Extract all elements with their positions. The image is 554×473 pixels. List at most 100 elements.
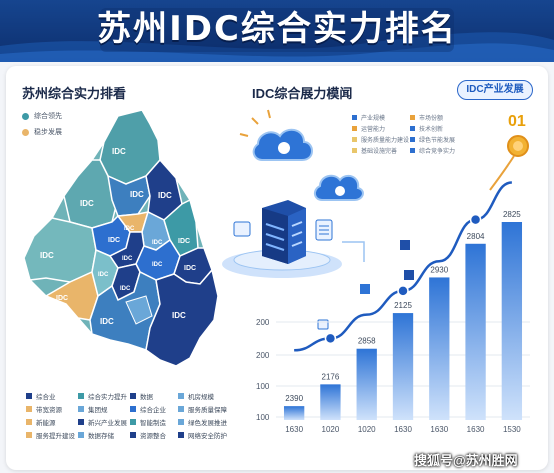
chart-value-label: 2125	[394, 301, 412, 310]
map-region-label: IDC	[184, 265, 196, 272]
map-legend-item: 稳步发展	[22, 127, 62, 137]
page-title: 苏州IDC综合实力排名	[97, 9, 457, 49]
chart-ytick-label: 100	[256, 413, 270, 422]
chart-category-label: 1630	[467, 425, 485, 434]
icon-legend-item: 运营能力	[352, 124, 385, 133]
chart-line-point	[397, 285, 409, 297]
legend-square-icon	[178, 432, 184, 438]
legend-square-icon	[130, 393, 136, 399]
map-region-label: IDC	[112, 147, 126, 156]
chart-value-label: 2825	[503, 210, 521, 219]
bottom-legend-item: 智能制造	[130, 417, 166, 427]
bottom-legend-item: 数据	[130, 391, 153, 401]
bottom-legend-item: 综合实力提升	[78, 391, 127, 401]
icon-legend-item: 综合竞争实力	[410, 146, 455, 155]
bottom-legend-label: 智能制造	[140, 420, 166, 427]
legend-square-icon	[26, 393, 32, 399]
icon-legend-item: 产业规模	[352, 113, 385, 122]
map-region-label: IDC	[120, 286, 131, 292]
map-region-label: IDC	[108, 237, 120, 244]
bottom-legend-item: 新能源	[26, 417, 56, 427]
icon-legend-item: 市场份额	[410, 113, 443, 122]
bottom-legend-label: 服务质量保障	[188, 407, 227, 414]
legend-square-icon	[352, 137, 357, 142]
chart-ytick-label: 200	[256, 351, 270, 360]
map-region-label: IDC	[100, 317, 114, 326]
chart-value-label: 2858	[358, 337, 376, 346]
chart-bar	[429, 277, 450, 420]
chart-bar	[356, 348, 377, 420]
bottom-legend-label: 机房规模	[188, 394, 214, 401]
chart-value-label: 2176	[322, 372, 340, 381]
legend-square-icon	[352, 126, 357, 131]
map-legend-item: 综合领先	[22, 111, 62, 121]
bottom-legend-label: 资源整合	[140, 433, 166, 440]
chart-ytick-label: 200	[256, 318, 270, 327]
chart-bar	[320, 384, 341, 420]
icon-legend-item: 绿色节能发展	[410, 135, 455, 144]
map-region-label: IDC	[152, 262, 163, 268]
map-region-label: IDC	[130, 190, 144, 199]
map-region-label: IDC	[122, 256, 133, 262]
map-region-label: IDC	[158, 191, 172, 200]
bottom-legend-item: 综合企业	[130, 404, 166, 414]
header-banner: 苏州IDC综合实力排名	[0, 0, 554, 62]
map-region-label: IDC	[40, 251, 54, 260]
chart-category-label: 1630	[394, 425, 412, 434]
chart-line-point	[324, 332, 337, 345]
bottom-legend-label: 集团规	[88, 407, 108, 414]
legend-square-icon	[410, 126, 415, 131]
legend-square-icon	[410, 115, 415, 120]
bottom-legend-label: 绿色发展推进	[188, 420, 227, 427]
coin-icon	[507, 135, 529, 157]
bottom-legend-label: 带宽资源	[36, 407, 62, 414]
chart-category-label: 1020	[358, 425, 376, 434]
map-region-label: IDC	[152, 240, 163, 246]
chip-icon	[400, 240, 410, 250]
legend-square-icon	[78, 393, 84, 399]
bottom-legend-label: 综合实力提升	[88, 394, 127, 401]
header-wave-decoration	[0, 8, 554, 62]
chart-value-label: 2804	[467, 232, 485, 241]
device-icon	[233, 221, 251, 237]
map-region-label: IDC	[56, 295, 68, 302]
industry-badge: IDC产业发展	[457, 80, 533, 100]
chip-icon	[404, 270, 414, 280]
legend-square-icon	[178, 406, 184, 412]
legend-square-icon	[410, 137, 415, 142]
bottom-legend-label: 网络安全防护	[188, 433, 227, 440]
legend-square-icon	[78, 419, 84, 425]
map-region-south-east	[145, 268, 219, 367]
legend-dot-icon	[22, 112, 29, 120]
server-rack-icon	[222, 200, 342, 278]
watermark: 搜狐号@苏州胜网	[414, 453, 518, 468]
chart-category-label: 1630	[430, 425, 448, 434]
map-region-label: IDC	[80, 199, 94, 208]
bottom-legend-label: 数据	[140, 394, 153, 401]
bottom-legend-item: 绿色发展推进	[178, 417, 227, 427]
icon-legend-item: 技术创新	[410, 124, 443, 133]
icon-legend-item: 服务质量能力建设	[352, 135, 409, 144]
bottom-legend-label: 新能源	[36, 420, 56, 427]
legend-square-icon	[130, 419, 136, 425]
bottom-legend-item: 机房规模	[178, 391, 214, 401]
chart-category-label: 1630	[285, 425, 303, 434]
bottom-legend-item: 资源整合	[130, 430, 166, 440]
legend-square-icon	[130, 432, 136, 438]
cloud-icon	[314, 174, 364, 201]
legend-dot-icon	[22, 128, 29, 136]
map-region-label: IDC	[124, 226, 135, 232]
bottom-legend-item: 带宽资源	[26, 404, 62, 414]
bottom-legend-item: 服务质量保障	[178, 404, 227, 414]
map-panel-title: 苏州综合实力排看	[22, 86, 127, 101]
legend-square-icon	[26, 419, 32, 425]
bottom-legend-label: 新兴产业发展	[88, 420, 127, 427]
bottom-legend-label: 综合业	[36, 394, 56, 401]
chart-category-label: 1530	[503, 425, 521, 434]
icon-legend-item: 基础设施完善	[352, 146, 397, 155]
chart-value-label: 2930	[430, 265, 448, 274]
chart-line-point	[469, 213, 482, 226]
legend-square-icon	[130, 406, 136, 412]
